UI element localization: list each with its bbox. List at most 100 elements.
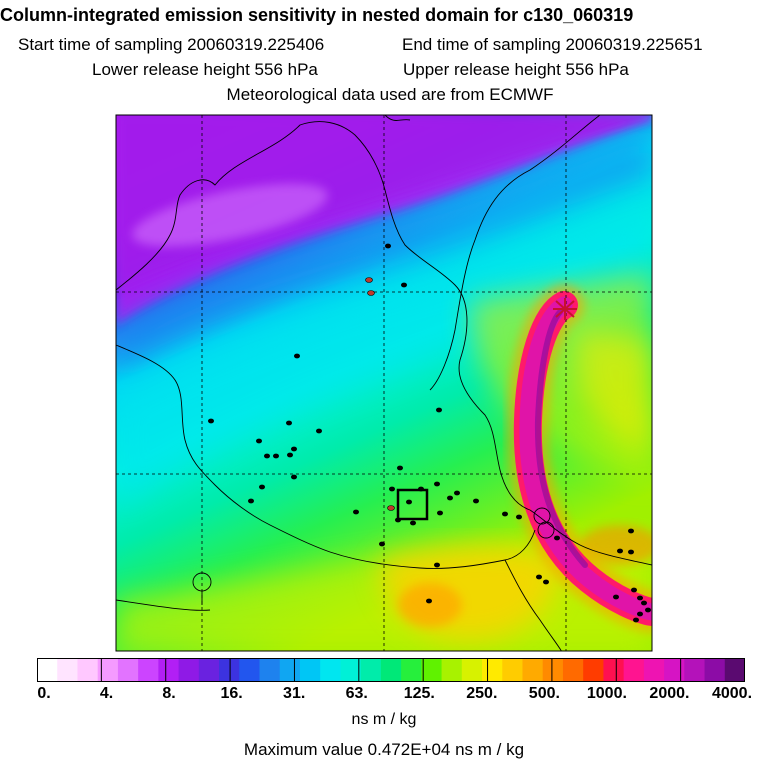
station-marker [379,541,385,547]
station-marker [516,514,522,520]
colorbar-tick-label: 125. [403,685,435,702]
colorbar-swatch [623,658,645,682]
maximum-value-label: Maximum value 0.472E+04 ns m / kg [243,740,525,759]
grid-lines [116,115,652,651]
colorbar-swatch [57,658,78,682]
station-marker [248,498,254,504]
station-marker [316,428,322,434]
colorbar-swatch [360,658,382,682]
station-marker [406,499,412,505]
end-time-label: End time of sampling 20060319.225651 [402,35,703,54]
colorbar-tick-label: 31. [283,685,306,702]
release-point-icon [553,298,577,320]
station-marker [437,510,443,516]
station-marker [256,438,262,444]
start-time-label: Start time of sampling 20060319.225406 [18,35,325,54]
station-marker [502,511,508,517]
colorbar-swatch [441,658,463,682]
colorbar-tick-label: 4. [99,685,114,702]
station-marker [291,446,297,452]
station-marker [628,528,634,534]
colorbar-swatch [522,658,544,682]
colorbar-swatch [178,658,200,682]
sensitivity-map [115,114,653,652]
station-marker [426,598,432,604]
station-marker [401,282,407,288]
station-marker [447,495,453,501]
station-marker [273,453,279,459]
station-marker [434,562,440,568]
station-marker-highlight [387,505,395,511]
map-field [116,115,652,651]
colorbar-swatch [724,658,745,682]
station-marker [286,420,292,426]
colorbar-swatch [401,658,422,682]
station-marker [389,486,395,492]
colorbar-swatch [562,658,584,682]
colorbar-swatch [664,658,685,682]
map-title: Column-integrated emission sensitivity i… [0,5,634,25]
colorbar-frame [37,658,745,682]
station-marker [397,465,403,471]
colorbar-swatch [239,658,261,682]
colorbar-tick-label: 16. [220,685,243,702]
station-marker [554,535,560,541]
sampling-box [396,488,429,521]
station-marker [641,600,647,606]
station-marker [434,481,440,487]
colorbar-swatch [158,658,180,682]
upper-release-label: Upper release height 556 hPa [403,60,629,79]
colorbar-swatch [299,658,321,682]
colorbar-swatch [502,658,523,682]
lower-release-label: Lower release height 556 hPa [92,60,318,79]
station-marker [613,594,619,600]
colorbar-swatch [421,658,443,682]
colorbar [37,658,745,682]
station-marker [264,453,270,459]
station-marker [454,490,460,496]
colorbar-swatch [380,658,402,682]
colorbar-tick-label: 250. [466,685,498,702]
station-marker [628,549,634,555]
colorbar-swatch [198,658,220,682]
station-marker [617,548,623,554]
station-marker [637,595,643,601]
station-marker [473,498,479,504]
station-marker-highlight [365,277,373,283]
colorbar-swatch [117,658,139,682]
station-marker [410,520,416,526]
colorbar-tick-label: 8. [162,685,176,702]
colorbar-swatch [37,658,58,682]
station-marker [259,484,265,490]
station-marker [536,574,542,580]
station-marker [645,607,651,613]
colorbar-units: ns m / kg [351,711,417,728]
station-marker [631,587,637,593]
colorbar-swatch [77,658,99,682]
station-marker [353,509,359,515]
colorbar-tick-label: 4000. [711,685,753,702]
colorbar-swatch [138,658,159,682]
colorbar-swatch [320,658,341,682]
map-frame [115,114,653,652]
station-marker [633,617,639,623]
station-marker [291,474,297,480]
colorbar-tick-label: 0. [37,685,51,702]
station-markers [208,243,651,623]
colorbar-swatch [482,658,503,682]
colorbar-tick-label: 1000. [586,685,627,702]
colorbar-swatch [279,658,301,682]
station-marker [543,579,549,585]
station-marker [385,243,391,249]
station-marker [208,418,214,424]
colorbar-tick-label: 500. [528,685,560,702]
colorbar-tick-label: 2000. [649,685,690,702]
colorbar-swatch [643,658,665,682]
colorbar-swatch [259,658,281,682]
colorbar-swatch [219,658,240,682]
station-marker [436,407,442,413]
colorbar-swatch [583,658,604,682]
colorbar-swatch [542,658,564,682]
colorbar-swatch [340,658,362,682]
station-marker [287,452,293,458]
